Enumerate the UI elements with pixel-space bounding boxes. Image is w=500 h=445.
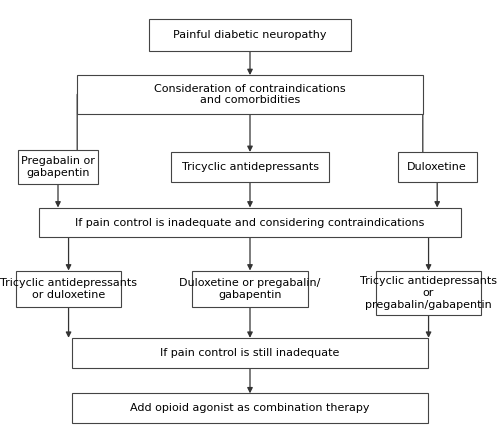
Text: Add opioid agonist as combination therapy: Add opioid agonist as combination therap… bbox=[130, 403, 370, 413]
Text: Duloxetine or pregabalin/
gabapentin: Duloxetine or pregabalin/ gabapentin bbox=[180, 278, 320, 299]
Text: If pain control is inadequate and considering contraindications: If pain control is inadequate and consid… bbox=[76, 218, 424, 227]
FancyBboxPatch shape bbox=[376, 271, 482, 316]
FancyBboxPatch shape bbox=[149, 19, 351, 51]
Text: Duloxetine: Duloxetine bbox=[408, 162, 467, 172]
Text: Tricyclic antidepressants
or
pregabalin/gabapentin: Tricyclic antidepressants or pregabalin/… bbox=[360, 276, 497, 310]
FancyBboxPatch shape bbox=[18, 150, 98, 184]
Text: Pregabalin or
gabapentin: Pregabalin or gabapentin bbox=[21, 156, 95, 178]
FancyBboxPatch shape bbox=[398, 152, 477, 182]
FancyBboxPatch shape bbox=[39, 207, 461, 238]
Text: If pain control is still inadequate: If pain control is still inadequate bbox=[160, 348, 340, 358]
FancyBboxPatch shape bbox=[72, 338, 428, 368]
FancyBboxPatch shape bbox=[192, 271, 308, 307]
Text: Tricyclic antidepressants
or duloxetine: Tricyclic antidepressants or duloxetine bbox=[0, 278, 137, 299]
FancyBboxPatch shape bbox=[16, 271, 122, 307]
FancyBboxPatch shape bbox=[77, 75, 423, 113]
FancyBboxPatch shape bbox=[72, 393, 428, 423]
Text: Consideration of contraindications
and comorbidities: Consideration of contraindications and c… bbox=[154, 84, 346, 105]
Text: Tricyclic antidepressants: Tricyclic antidepressants bbox=[182, 162, 318, 172]
FancyBboxPatch shape bbox=[171, 152, 329, 182]
Text: Painful diabetic neuropathy: Painful diabetic neuropathy bbox=[174, 29, 327, 40]
